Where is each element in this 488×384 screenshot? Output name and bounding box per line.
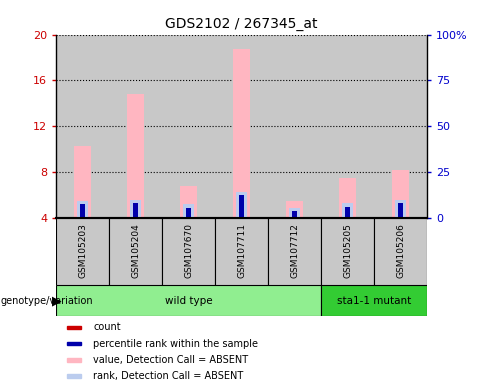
- Bar: [162, 35, 215, 218]
- Text: GSM107712: GSM107712: [290, 223, 299, 278]
- Bar: [133, 203, 138, 218]
- Bar: [321, 35, 374, 218]
- Text: GSM107670: GSM107670: [184, 223, 193, 278]
- Text: count: count: [93, 323, 121, 333]
- Text: GSM105205: GSM105205: [343, 223, 352, 278]
- Bar: [109, 218, 162, 285]
- Bar: [127, 94, 144, 218]
- Bar: [80, 204, 85, 218]
- Bar: [215, 218, 268, 285]
- Bar: [56, 218, 109, 285]
- Bar: [268, 35, 321, 218]
- Text: rank, Detection Call = ABSENT: rank, Detection Call = ABSENT: [93, 371, 244, 381]
- Bar: [236, 192, 247, 218]
- Bar: [392, 170, 409, 218]
- Bar: [289, 208, 300, 218]
- Bar: [183, 204, 194, 218]
- Bar: [180, 186, 197, 218]
- Bar: [339, 178, 356, 218]
- Bar: [80, 215, 85, 218]
- Bar: [77, 201, 88, 218]
- Bar: [233, 50, 250, 218]
- Bar: [67, 374, 81, 377]
- Bar: [67, 326, 81, 329]
- Bar: [345, 207, 350, 218]
- Bar: [239, 195, 244, 218]
- Bar: [74, 146, 91, 218]
- Bar: [186, 215, 191, 218]
- Bar: [342, 203, 353, 218]
- Text: value, Detection Call = ABSENT: value, Detection Call = ABSENT: [93, 354, 248, 364]
- Bar: [398, 203, 403, 218]
- Bar: [186, 208, 191, 218]
- Bar: [268, 218, 321, 285]
- Bar: [215, 35, 268, 218]
- Text: GSM105203: GSM105203: [78, 223, 87, 278]
- Text: GSM105206: GSM105206: [396, 223, 405, 278]
- Bar: [286, 201, 303, 218]
- Text: wild type: wild type: [165, 296, 212, 306]
- Bar: [239, 214, 244, 218]
- Title: GDS2102 / 267345_at: GDS2102 / 267345_at: [165, 17, 318, 31]
- Bar: [292, 215, 297, 218]
- Bar: [292, 211, 297, 218]
- Bar: [133, 214, 138, 218]
- Text: genotype/variation: genotype/variation: [1, 296, 94, 306]
- Text: ▶: ▶: [52, 294, 62, 307]
- Bar: [56, 35, 109, 218]
- Bar: [398, 215, 403, 218]
- Bar: [56, 285, 321, 316]
- Text: percentile rank within the sample: percentile rank within the sample: [93, 339, 258, 349]
- Bar: [345, 215, 350, 218]
- Bar: [374, 218, 427, 285]
- Text: GSM107711: GSM107711: [237, 223, 246, 278]
- Bar: [67, 342, 81, 346]
- Bar: [321, 218, 374, 285]
- Bar: [374, 35, 427, 218]
- Bar: [162, 218, 215, 285]
- Bar: [321, 285, 427, 316]
- Bar: [395, 200, 406, 218]
- Bar: [67, 358, 81, 361]
- Bar: [109, 35, 162, 218]
- Text: GSM105204: GSM105204: [131, 223, 140, 278]
- Bar: [130, 200, 142, 218]
- Text: sta1-1 mutant: sta1-1 mutant: [337, 296, 411, 306]
